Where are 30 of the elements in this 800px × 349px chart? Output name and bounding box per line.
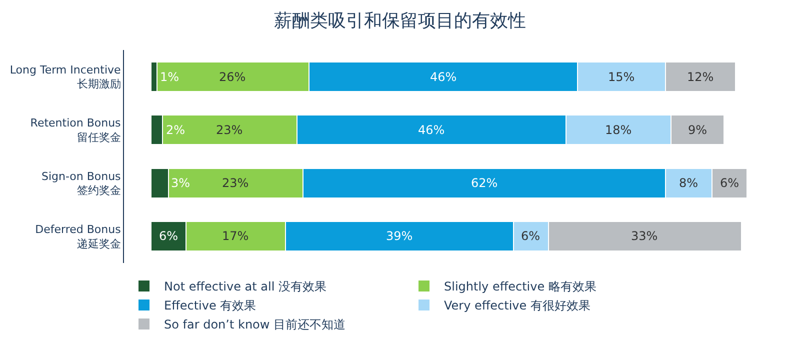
legend-label: Effective 有效果 [164,298,256,313]
legend-label: Very effective 有很好效果 [444,298,590,313]
data-label: 2% [166,123,186,137]
data-label: 6% [720,176,740,190]
legend-label: So far don’t know 目前还不知道 [164,318,346,332]
y-tick-label: Sign-on Bonus 签约奖金 [41,170,122,198]
data-label: 46% [430,70,457,84]
data-label: 17% [222,229,249,243]
data-label: 33% [631,229,658,243]
data-label: 1% [160,70,180,84]
data-label: 9% [688,123,708,137]
data-label: 26% [219,70,246,84]
y-tick-label: Retention Bonus 留任奖金 [30,116,122,144]
data-label: 3% [171,176,190,190]
legend-label: Not effective at all 没有效果 [164,280,327,294]
data-label: 6% [521,229,540,243]
data-label: 8% [679,176,698,190]
legend-label: Slightly effective 略有效果 [444,280,596,294]
y-tick-label: Deferred Bonus 递延奖金 [35,223,122,250]
data-label: 62% [471,176,498,190]
data-label: 23% [222,176,249,190]
data-label: 39% [386,229,413,243]
data-label: 18% [605,123,632,137]
data-label: 12% [687,70,714,84]
chart-title: 薪酬类吸引和保留项目的有效性 [274,10,526,32]
data-label: 15% [608,70,635,84]
data-label: 6% [159,229,178,243]
data-label: 46% [418,123,445,137]
y-tick-label: Long Term Incentive 长期激励 [10,63,122,91]
data-label: 23% [216,123,243,137]
